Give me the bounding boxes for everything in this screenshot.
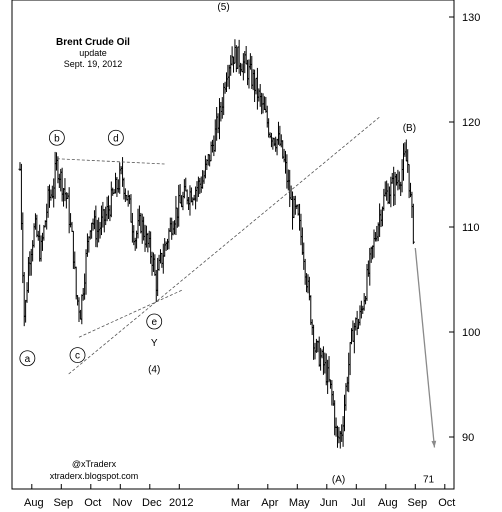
x-tick-label: Aug [378, 497, 398, 509]
wave-label: (B) [403, 123, 416, 134]
x-tick-label: Oct [438, 497, 455, 509]
y-tick-label: 90 [462, 432, 474, 444]
plot-frame [11, 0, 455, 490]
chart-title: Brent Crude Oil [56, 37, 130, 48]
y-tick-label: 110 [462, 222, 480, 234]
projection-arrowhead [431, 440, 437, 448]
wave-label: b [54, 133, 60, 144]
x-tick-label: Apr [261, 497, 278, 509]
chart-date: Sept. 19, 2012 [64, 59, 123, 69]
trendlines [56, 116, 437, 448]
y-tick-label: 120 [462, 117, 480, 129]
axis-labels: 90 100 110 120 130 Aug Sep Oct Nov Dec 2012 Mar Apr M… [24, 12, 480, 509]
x-tick-label: Dec [142, 497, 162, 509]
wave-label-circle [107, 129, 124, 146]
projection-arrow [414, 247, 436, 448]
wave-label: (A) [332, 475, 345, 486]
x-tick-label: Aug [24, 497, 44, 509]
trendline [56, 158, 165, 165]
wave-label: c [75, 351, 80, 362]
price-bar [411, 203, 415, 245]
x-tick-label: Mar [231, 497, 250, 509]
wave-label-circle [19, 350, 36, 367]
x-tick-label: 2012 [169, 497, 193, 509]
credit-handle: @xTraderx [72, 459, 117, 469]
price-bars [18, 39, 415, 449]
ticks-layer [31, 16, 454, 489]
wave-label: (5) [217, 2, 229, 13]
chart-subtitle: update [79, 48, 107, 58]
trendline [68, 116, 381, 375]
wave-label: e [151, 317, 157, 328]
wave-label-circle [146, 313, 163, 330]
wave-label: 71 [423, 475, 435, 486]
wave-label: Y [151, 338, 158, 349]
x-tick-label: Nov [113, 497, 133, 509]
wave-labels: a b c d eY (4) (5) (A) (B) 71 [19, 2, 435, 486]
wave-label: (4) [148, 364, 160, 375]
x-tick-label: Jul [351, 497, 365, 509]
x-tick-label: Sep [54, 497, 74, 509]
wave-label-circle [48, 129, 65, 146]
x-tick-label: Jun [320, 497, 338, 509]
trendline [78, 289, 183, 338]
credit-blog: xtraderx.blogspot.com [50, 471, 139, 481]
wave-label: d [113, 133, 119, 144]
wave-label: a [25, 354, 31, 365]
x-tick-label: May [289, 497, 310, 509]
x-tick-label: Oct [84, 497, 101, 509]
price-bar [74, 266, 78, 300]
y-tick-label: 130 [462, 12, 480, 24]
y-tick-label: 100 [462, 327, 480, 339]
x-tick-label: Sep [408, 497, 428, 509]
wave-label-circle [69, 347, 86, 364]
